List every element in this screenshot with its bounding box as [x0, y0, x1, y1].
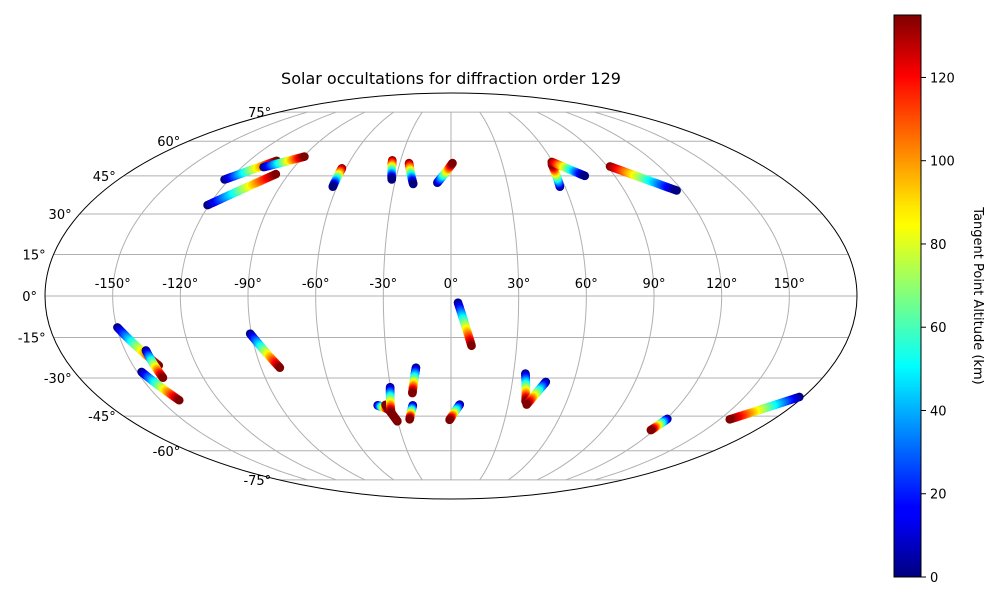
lat-tick-label: 0°	[22, 290, 37, 305]
occultation-track	[453, 298, 476, 351]
lon-tick-label: 30°	[507, 277, 530, 292]
occultation-tracks	[113, 152, 804, 435]
occultation-track	[387, 156, 397, 184]
track-point	[522, 400, 531, 409]
track-point	[275, 363, 285, 372]
lon-tick-label: -30°	[369, 277, 397, 292]
track-point	[271, 169, 281, 179]
colorbar-tick-label: 20	[930, 488, 947, 503]
occultation-track	[408, 363, 421, 398]
longitude-tick-labels: -150° -120° -90° -60° -30° 0° 30° 60° 90° 120° 150…	[95, 277, 805, 292]
lon-tick-label: 150°	[774, 277, 805, 292]
track-point	[408, 179, 418, 189]
track-point	[580, 171, 590, 181]
occultation-track	[137, 367, 184, 405]
lat-tick-label: 30°	[49, 208, 72, 223]
track-point	[646, 425, 656, 435]
occultation-track	[259, 152, 309, 172]
colorbar-tick-label: 80	[930, 238, 947, 253]
occultation-track	[203, 169, 281, 210]
lat-tick-label: -15°	[18, 332, 46, 347]
colorbar-tick-label: 100	[930, 155, 955, 170]
occultation-track	[522, 377, 551, 409]
occultation-track	[605, 162, 681, 195]
occultation-track	[521, 369, 531, 406]
occultation-track	[385, 382, 396, 417]
lat-tick-label: 60°	[157, 135, 180, 150]
lon-tick-label: -150°	[95, 277, 131, 292]
map-outline	[44, 92, 858, 500]
track-point	[408, 388, 417, 398]
occultation-track	[328, 164, 347, 192]
track-point	[386, 408, 396, 417]
track-point	[725, 415, 735, 424]
lat-tick-label: -45°	[88, 410, 116, 425]
lon-tick-label: -90°	[234, 277, 262, 292]
track-point	[300, 152, 309, 161]
lat-tick-label: 15°	[23, 248, 46, 263]
track-point	[328, 182, 338, 192]
occultation-track	[547, 157, 590, 181]
lat-tick-label: 75°	[248, 106, 271, 121]
colorbar-tick-label: 120	[930, 71, 955, 86]
colorbar-tick-label: 60	[930, 321, 947, 336]
colorbar-label: Tangent Point Altitude (km)	[970, 206, 985, 384]
occultation-track	[405, 400, 418, 424]
graticule-grid	[45, 111, 857, 481]
track-point	[445, 415, 454, 425]
occultation-track	[245, 329, 285, 372]
occultation-track	[646, 414, 672, 435]
colorbar-tick-label: 40	[930, 405, 947, 420]
chart-title: Solar occultations for diffraction order…	[281, 69, 621, 88]
occultation-track	[141, 346, 168, 383]
occultation-track	[445, 400, 465, 425]
latitude-tick-labels: 75° 60° 45° 30° 15° 0° -15° -30° -45° -60° -75°	[18, 106, 271, 489]
track-point	[393, 416, 402, 426]
lat-tick-label: -75°	[243, 474, 271, 489]
occultation-track	[404, 158, 418, 189]
lat-tick-label: 45°	[93, 170, 116, 185]
track-point	[672, 186, 681, 195]
track-point	[467, 341, 476, 351]
track-point	[174, 395, 184, 405]
occultation-track	[433, 158, 457, 188]
lon-tick-label: -60°	[302, 277, 330, 292]
colorbar-tick-label: 0	[930, 571, 938, 586]
lat-tick-label: -30°	[44, 372, 72, 387]
colorbar	[893, 14, 922, 578]
lon-tick-label: 0°	[444, 277, 459, 292]
track-point	[387, 175, 397, 184]
track-point	[448, 158, 457, 168]
occultation-track	[725, 392, 804, 424]
lon-tick-label: 120°	[706, 277, 737, 292]
colorbar-ticks: 0 20 40 60 80 100 120	[921, 71, 955, 586]
track-point	[405, 415, 414, 424]
lon-tick-label: 90°	[642, 277, 665, 292]
track-point	[158, 373, 168, 383]
lon-tick-label: -120°	[162, 277, 198, 292]
lat-tick-label: -60°	[153, 445, 181, 460]
lon-tick-label: 60°	[575, 277, 598, 292]
